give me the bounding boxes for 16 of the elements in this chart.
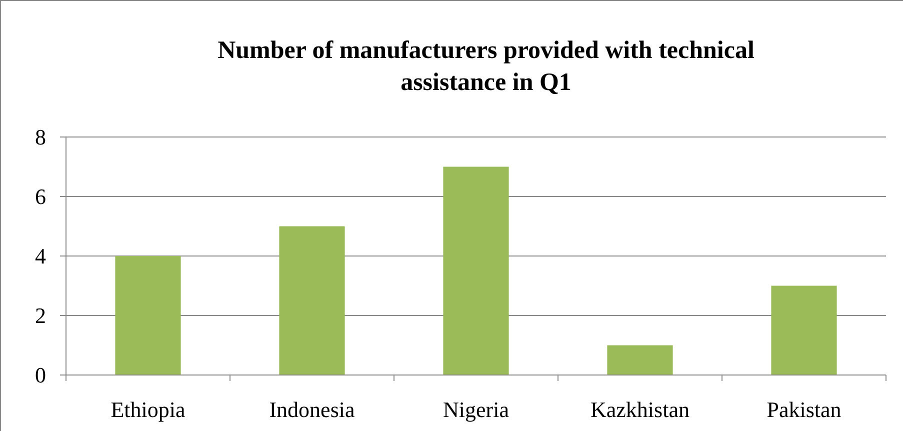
chart-title: Number of manufacturers provided with technical assistance in Q1 bbox=[218, 37, 754, 96]
bar bbox=[115, 256, 181, 375]
x-tick-label: Nigeria bbox=[443, 397, 510, 422]
bar bbox=[279, 226, 345, 375]
y-tick-label: 6 bbox=[35, 184, 46, 210]
bar bbox=[607, 345, 673, 375]
bar bbox=[443, 166, 509, 375]
y-tick-label: 2 bbox=[35, 303, 46, 328]
bar bbox=[771, 286, 837, 375]
x-tick-label: Kazkhistan bbox=[590, 397, 690, 422]
y-tick-label: 0 bbox=[35, 362, 46, 388]
x-tick-label: Ethiopia bbox=[110, 397, 186, 422]
x-tick-label: Indonesia bbox=[269, 397, 355, 422]
x-tick-label: Pakistan bbox=[766, 397, 842, 422]
y-tick-label: 4 bbox=[35, 244, 46, 269]
y-tick-label: 8 bbox=[35, 124, 46, 150]
